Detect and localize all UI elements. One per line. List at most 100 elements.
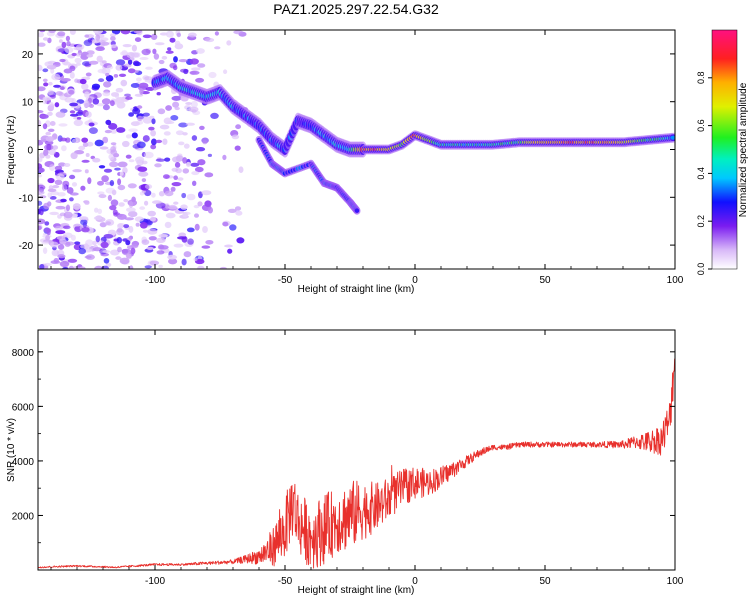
spectrogram-noise-blob	[195, 77, 205, 83]
spectrogram-noise-blob	[106, 65, 114, 70]
spectrogram-noise-blob	[171, 95, 182, 101]
spectrogram-noise-blob	[84, 34, 90, 38]
spectrogram-noise-blob	[156, 237, 166, 243]
spectrogram-noise-blob	[144, 184, 153, 190]
spectrogram-noise-blob	[139, 57, 149, 60]
spectrogram-noise-blob	[231, 134, 240, 140]
spectrogram-noise-blob	[85, 153, 90, 157]
spectrogram-noise-blob	[131, 44, 137, 52]
spectrogram-noise-blob	[43, 262, 52, 267]
spectrogram-noise-blob	[102, 250, 111, 253]
spectrogram-noise-blob	[136, 159, 144, 166]
spectrogram-noise-blob	[174, 106, 180, 111]
spectrogram-noise-blob	[197, 201, 203, 207]
spectrogram-noise-blob	[159, 124, 170, 130]
spectrogram-noise-blob	[158, 234, 168, 238]
spectrogram-noise-blob	[163, 131, 171, 136]
spectrogram-noise-blob	[105, 72, 110, 77]
spectrogram-noise-blob	[133, 61, 142, 67]
spectrogram-y-tick-label: 20	[22, 50, 34, 61]
spectrogram-noise-blob	[128, 112, 135, 117]
spectrogram-noise-blob	[60, 198, 67, 203]
spectrogram-noise-blob	[125, 154, 132, 159]
spectrogram-noise-blob	[55, 173, 65, 181]
spectrogram-noise-blob	[139, 222, 148, 229]
spectrogram-noise-blob	[191, 67, 201, 71]
spectrogram-noise-blob	[69, 71, 75, 79]
spectrogram-noise-blob	[182, 132, 188, 136]
spectrogram-noise-blob	[178, 141, 185, 146]
spectrogram-noise-blob	[110, 249, 120, 256]
spectrogram-noise-blob	[65, 137, 71, 143]
spectrogram-noise-blob	[54, 165, 63, 171]
spectrogram-noise-blob	[58, 39, 63, 43]
spectrogram-noise-blob	[127, 68, 136, 74]
spectrogram-noise-blob	[116, 127, 126, 133]
spectrogram-noise-blob	[117, 213, 127, 220]
spectrogram-x-tick-label: -100	[145, 275, 165, 286]
spectrogram-noise-blob	[68, 89, 75, 95]
spectrogram-noise-blob	[73, 243, 82, 251]
spectrogram-noise-blob	[49, 164, 56, 171]
spectrogram-noise-blob	[188, 106, 199, 113]
spectrogram-noise-blob	[142, 135, 150, 142]
spectrogram-noise-blob	[57, 192, 66, 197]
spectrogram-noise-blob	[110, 149, 118, 155]
spectrogram-noise-blob	[103, 168, 113, 173]
spectrogram-y-tick-label: -20	[19, 241, 34, 252]
spectrogram-noise-blob	[219, 266, 227, 269]
spectrogram-noise-blob	[97, 180, 104, 186]
spectrogram-noise-blob	[110, 36, 116, 41]
spectrogram-noise-blob	[172, 101, 180, 108]
spectrogram-noise-blob	[109, 180, 115, 187]
spectrogram-noise-blob	[38, 64, 43, 71]
spectrogram-noise-blob	[204, 172, 214, 178]
spectrogram-noise-blob	[147, 210, 156, 217]
spectrogram-noise-blob	[182, 168, 190, 174]
spectrogram-noise-blob	[128, 225, 134, 233]
spectrogram-noise-blob	[42, 37, 49, 41]
spectrogram-noise-blob	[120, 51, 129, 56]
spectrogram-noise-blob	[109, 161, 119, 168]
spectrogram-noise-blob	[43, 227, 52, 233]
spectrogram-noise-blob	[71, 52, 77, 57]
snr-x-tick-label: -50	[278, 576, 293, 587]
spectrogram-noise-blob	[105, 219, 115, 226]
spectrogram-noise-blob	[185, 102, 193, 105]
spectrogram-x-tick-label: 0	[412, 275, 418, 286]
spectrogram-noise-blob	[193, 257, 198, 262]
spectrogram-noise-blob	[165, 212, 176, 219]
spectrogram-y-tick-label: -10	[19, 193, 34, 204]
spectrogram-noise-blob	[65, 35, 70, 42]
spectrogram-noise-blob	[117, 161, 128, 168]
spectrogram-noise-blob	[137, 115, 143, 122]
spectrogram-noise-blob	[107, 194, 112, 201]
spectrogram-noise-blob	[128, 128, 138, 132]
spectrogram-noise-blob	[82, 142, 89, 147]
spectrogram-noise-blob	[38, 218, 46, 225]
spectrogram-noise-blob	[41, 241, 51, 245]
snr-y-tick-label: 8000	[12, 348, 35, 359]
spectrogram-noise-blob	[163, 117, 172, 125]
spectrogram-noise-blob	[165, 50, 174, 54]
spectrogram-noise-blob	[74, 78, 79, 83]
spectrogram-noise-blob	[182, 157, 188, 164]
spectrogram-noise-blob	[151, 118, 156, 125]
spectrogram-noise-blob	[69, 113, 79, 117]
spectrogram-noise-blob	[194, 166, 204, 173]
spectrogram-noise-blob	[95, 235, 101, 243]
spectrogram-noise-blob	[181, 258, 187, 266]
spectrogram-noise-blob	[65, 241, 75, 246]
spectrogram-noise-blob	[138, 171, 149, 177]
spectrogram-noise-blob	[110, 40, 116, 46]
spectrogram-noise-blob	[70, 152, 78, 160]
spectrogram-noise-blob	[125, 207, 136, 213]
spectrogram-noise-blob	[148, 236, 157, 241]
spectrogram-noise-blob	[63, 225, 71, 230]
spectrogram-noise-blob	[61, 145, 67, 152]
spectrogram-noise-blob	[178, 232, 186, 237]
snr-x-axis-label: Height of straight line (km)	[298, 585, 415, 596]
spectrogram-noise-blob	[70, 234, 76, 241]
spectrogram-noise-blob	[49, 211, 59, 216]
spectrogram-noise-blob	[72, 203, 81, 210]
